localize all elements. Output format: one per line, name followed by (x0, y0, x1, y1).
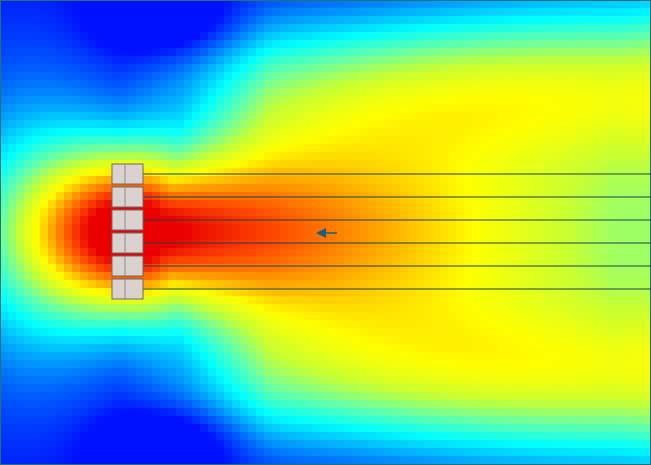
emitter-element[interactable] (111, 163, 144, 185)
emitter-lines (143, 173, 651, 290)
emitter-element[interactable] (111, 186, 144, 208)
emitter-element[interactable] (111, 278, 144, 300)
emitter-element[interactable] (111, 209, 144, 231)
emitter-element[interactable] (111, 255, 144, 277)
direction-arrow-icon (316, 228, 337, 238)
emitter-element[interactable] (111, 232, 144, 254)
emitter-array[interactable] (111, 163, 144, 300)
